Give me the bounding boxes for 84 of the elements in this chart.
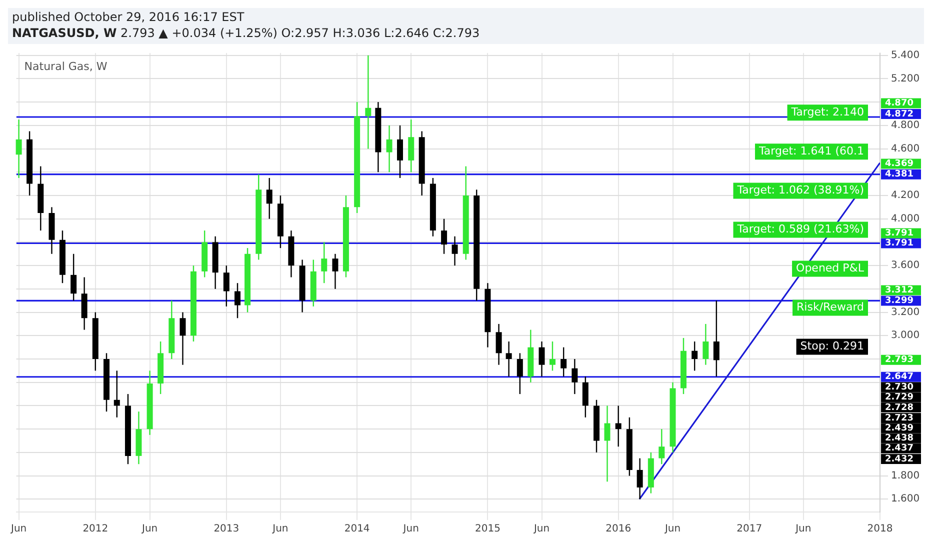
y-tick-label: 4.200 xyxy=(891,190,920,202)
x-tick-label: 2013 xyxy=(214,524,240,535)
candlestick xyxy=(180,312,186,366)
x-tick-label: Jun xyxy=(402,524,419,535)
x-tick-label: Jun xyxy=(141,524,158,535)
candlestick xyxy=(549,340,556,372)
y-tick-label: 4.800 xyxy=(891,120,920,132)
text: 3.312 xyxy=(885,286,914,296)
x-tick-label: 2016 xyxy=(606,524,632,535)
y-tick-label: 5.200 xyxy=(891,73,920,84)
chart-subtitle: 2.793 ▲ +0.034 (+1.25%) O:2.957 H:3.036 L:2.646 C:2.793 xyxy=(120,26,480,40)
x-tick-label: Jun xyxy=(794,524,812,535)
candlestick xyxy=(365,54,372,150)
candlestick xyxy=(266,177,272,220)
y-tick-label: 5.400 xyxy=(891,50,920,61)
candlestick xyxy=(321,242,328,284)
candlestick xyxy=(713,300,720,378)
candlestick xyxy=(572,358,578,395)
candlestick xyxy=(70,253,77,302)
text: 2.438 xyxy=(885,434,914,444)
candlestick xyxy=(636,458,643,500)
candlestick xyxy=(223,264,230,308)
candlestick xyxy=(582,376,588,418)
x-tick-label: 2015 xyxy=(474,524,500,535)
candlestick xyxy=(560,346,567,378)
y-tick-label: 3.000 xyxy=(891,330,920,342)
candlestick xyxy=(692,340,698,372)
y-tick-label: 4.600 xyxy=(891,143,920,154)
candlestick xyxy=(234,282,241,319)
y-tick-label: 3.600 xyxy=(891,260,920,272)
candlestick xyxy=(702,323,709,366)
text: published October 29, 2016 16:17 EST xyxy=(11,9,246,24)
annotation: Stop: 0.291 xyxy=(800,340,864,353)
annotation: Opened P&L xyxy=(796,262,865,275)
annotation: Target: 2.140 xyxy=(790,106,864,119)
text: 2.793 xyxy=(885,355,914,366)
candlestick xyxy=(615,405,622,448)
candlestick xyxy=(496,323,502,366)
x-tick-label: Jun xyxy=(10,524,27,535)
annotation: Target: 1.062 (38.91%) xyxy=(736,184,864,197)
x-tick-label: 2014 xyxy=(344,524,370,535)
chart-title: NATGASUSD, W xyxy=(12,26,117,40)
text: 2.723 xyxy=(885,413,914,424)
candlestick xyxy=(658,428,665,465)
text: 2.437 xyxy=(885,444,914,454)
candlestick xyxy=(516,352,523,395)
candlestick xyxy=(408,118,414,173)
ref-line-label: 4.381 xyxy=(885,170,914,180)
x-tick-label: 2018 xyxy=(867,524,893,535)
annotation: Target: 1.641 (60.1 xyxy=(758,144,864,158)
candlestick xyxy=(114,370,120,418)
annotation: Target: 0.589 (21.63%) xyxy=(736,222,864,236)
candlestick xyxy=(538,340,545,378)
annotation: Risk/Reward xyxy=(796,300,864,314)
text: 4.870 xyxy=(885,98,914,109)
ref-line-label: 2.647 xyxy=(885,372,914,382)
ref-line-label: 3.791 xyxy=(885,238,914,249)
candlestick xyxy=(506,340,512,378)
x-tick-label: Jun xyxy=(664,524,681,535)
text: 3.791 xyxy=(885,228,914,239)
x-tick-label: 2017 xyxy=(736,524,762,535)
candlestick xyxy=(16,118,22,179)
y-tick-label: 1.800 xyxy=(891,470,920,482)
ref-line-label: 4.872 xyxy=(885,109,914,120)
annotation: Natural Gas, W xyxy=(24,60,108,73)
text: 2.439 xyxy=(885,424,914,434)
y-tick-label: 4.000 xyxy=(891,213,920,224)
x-tick-label: Jun xyxy=(532,524,550,535)
candlestick xyxy=(386,124,392,173)
y-tick-label: 3.200 xyxy=(891,306,920,318)
candlestick xyxy=(441,218,448,254)
text: 4.369 xyxy=(885,159,914,170)
candlestick xyxy=(397,124,404,179)
x-tick-label: Jun xyxy=(272,524,288,535)
text: 2.432 xyxy=(885,454,914,464)
x-tick-label: 2012 xyxy=(82,524,108,535)
candlestick xyxy=(604,405,610,482)
candlestick xyxy=(332,253,338,290)
y-tick-label: 1.600 xyxy=(891,494,920,505)
text: 2.730 xyxy=(885,382,914,393)
ref-line-label: 3.299 xyxy=(885,296,914,306)
text: 2.729 xyxy=(885,392,914,403)
text: 2.728 xyxy=(885,402,914,413)
candlestick xyxy=(452,236,458,266)
